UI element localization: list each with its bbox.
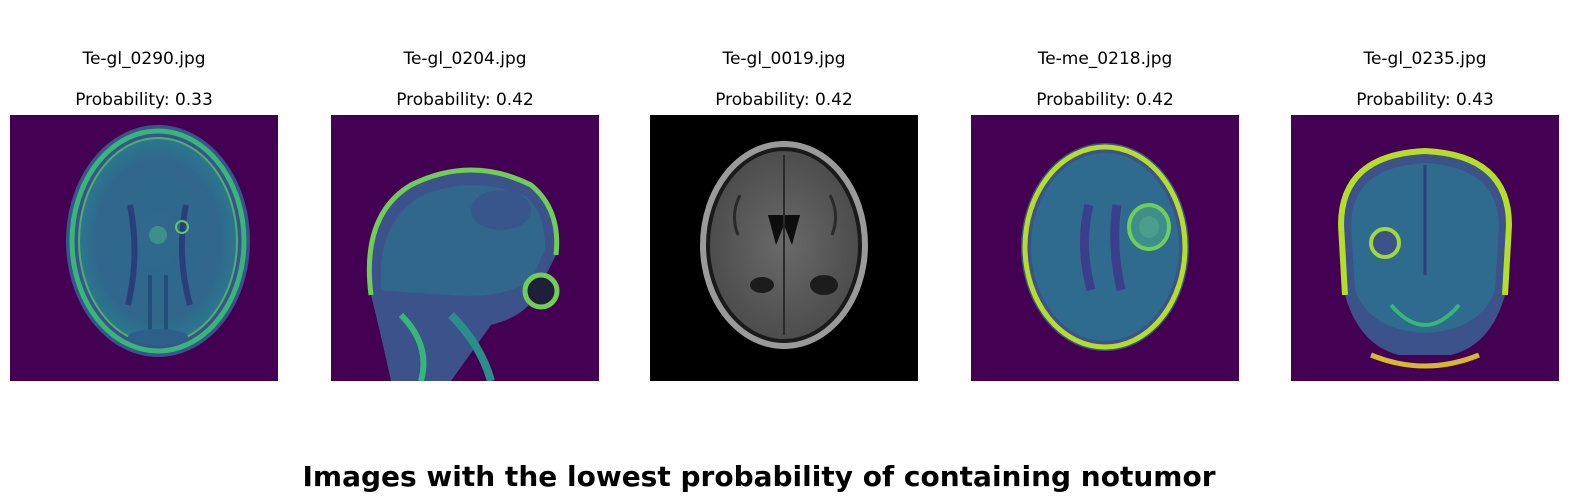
mri-axial-grayscale-image [650, 115, 918, 381]
panel-filename: Te-gl_0235.jpg [1363, 49, 1487, 69]
panel-filename: Te-gl_0290.jpg [82, 49, 206, 69]
panel-probability: Probability: 0.42 [396, 90, 534, 110]
panel-probability: Probability: 0.42 [715, 90, 853, 110]
panel-probability: Probability: 0.33 [75, 90, 213, 110]
image-panel-2: Te-gl_0204.jpg Probability: 0.42 [331, 0, 599, 400]
image-panel-4: Te-me_0218.jpg Probability: 0.42 [971, 0, 1239, 400]
figure-title: Images with the lowest probability of co… [302, 460, 1216, 493]
image-panel-1: Te-gl_0290.jpg Probability: 0.33 [10, 0, 278, 400]
panel-filename: Te-gl_0204.jpg [403, 49, 527, 69]
mri-coronal-image [1291, 115, 1559, 381]
panel-probability: Probability: 0.43 [1356, 90, 1494, 110]
mri-sagittal-image [331, 115, 599, 381]
panel-probability: Probability: 0.42 [1036, 90, 1174, 110]
mri-axial-image [10, 115, 278, 381]
image-panel-5: Te-gl_0235.jpg Probability: 0.43 [1291, 0, 1559, 400]
panel-filename: Te-me_0218.jpg [1037, 49, 1173, 69]
image-panel-3: Te-gl_0019.jpg Probability: 0.42 [650, 0, 918, 400]
mri-axial-image [971, 115, 1239, 381]
panel-filename: Te-gl_0019.jpg [722, 49, 846, 69]
